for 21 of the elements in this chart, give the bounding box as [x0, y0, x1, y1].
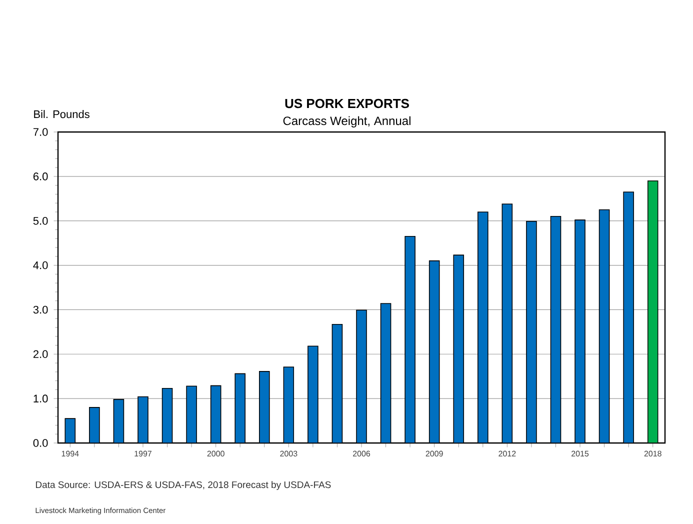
y-tick-label: 6.0: [33, 172, 48, 180]
y-tick-label: 5.0: [33, 216, 48, 225]
x-tick-label: 2009: [426, 450, 443, 456]
x-tick-label: 1997: [134, 450, 152, 456]
y-tick-label: 7.0: [33, 128, 48, 136]
x-tick-label: 2018: [644, 450, 662, 456]
x-tick-label: 2015: [572, 450, 589, 456]
source-note: Data Source: USDA-ERS & USDA-FAS, 2018 Forecast by USDA-FAS: [36, 481, 331, 490]
x-tick-label: 2003: [280, 450, 298, 456]
y-tick-label: 1.0: [34, 394, 48, 402]
y-tick-label: 4.0: [33, 261, 48, 270]
x-tick-label: 2006: [353, 450, 370, 456]
chart-subtitle: Carcass Weight, Annual: [283, 116, 410, 128]
chart-title: US PORK EXPORTS: [285, 98, 409, 108]
y-tick-label: 0.0: [33, 439, 48, 447]
y-tick-label: 2.0: [33, 350, 48, 358]
x-tick-label: 1994: [62, 450, 79, 456]
x-tick-label: 2000: [207, 450, 224, 456]
y-axis-title: Bil. Pounds: [34, 110, 90, 118]
x-tick-label: 2012: [498, 450, 516, 456]
y-tick-label: 3.0: [33, 306, 48, 314]
